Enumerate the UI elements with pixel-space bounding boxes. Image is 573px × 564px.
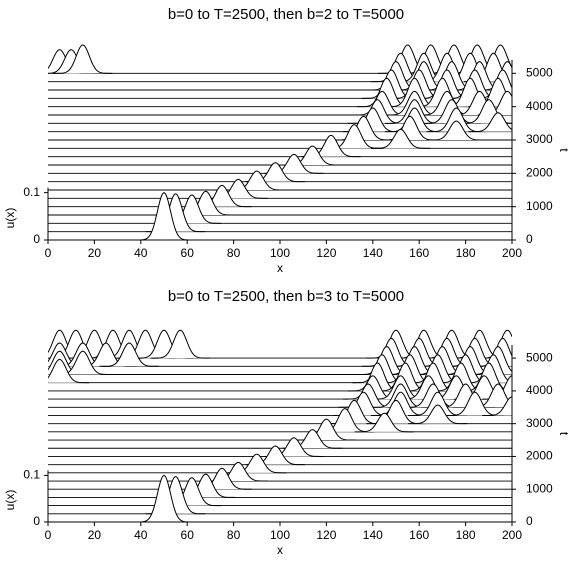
x-tick-label: 40 [134, 528, 148, 542]
x-tick-label: 20 [88, 528, 102, 542]
chart-title: b=0 to T=2500, then b=3 to T=5000 [168, 288, 404, 305]
chart-title: b=0 to T=2500, then b=2 to T=5000 [168, 6, 404, 23]
y2-tick-label: 0 [526, 232, 533, 246]
y-tick-label: 0.1 [23, 468, 40, 482]
y-tick-label: 0 [33, 232, 40, 246]
peak [99, 342, 159, 367]
x-tick-label: 140 [363, 246, 383, 260]
peak [53, 44, 113, 74]
y2-tick-label: 1000 [526, 199, 553, 213]
y2-tick-label: 5000 [526, 350, 553, 364]
y2-tick-label: 3000 [526, 416, 553, 430]
y-tick-label: 0 [33, 514, 40, 528]
y2-axis-label: t [557, 148, 571, 152]
peak [134, 192, 194, 240]
y2-tick-label: 5000 [526, 66, 553, 80]
x-tick-label: 120 [316, 528, 336, 542]
y2-axis-label: t [557, 432, 571, 436]
x-tick-label: 200 [502, 246, 522, 260]
y2-tick-label: 2000 [526, 449, 553, 463]
x-tick-label: 120 [316, 246, 336, 260]
x-tick-label: 60 [181, 246, 195, 260]
x-tick-label: 160 [409, 528, 429, 542]
y2-tick-label: 0 [526, 514, 533, 528]
y2-tick-label: 4000 [526, 383, 553, 397]
x-tick-label: 160 [409, 246, 429, 260]
peak [468, 112, 512, 133]
x-axis-label: x [277, 543, 283, 557]
y2-tick-label: 1000 [526, 481, 553, 495]
x-tick-label: 0 [45, 246, 52, 260]
x-tick-label: 180 [456, 246, 476, 260]
x-tick-label: 20 [88, 246, 102, 260]
y-axis-label: u(x) [3, 208, 17, 229]
x-axis-label: x [277, 261, 283, 275]
y2-tick-label: 3000 [526, 132, 553, 146]
x-tick-label: 80 [227, 246, 241, 260]
y2-tick-label: 2000 [526, 166, 553, 180]
x-tick-label: 60 [181, 528, 195, 542]
x-tick-label: 100 [270, 528, 290, 542]
plot-area [48, 44, 512, 240]
peak [48, 358, 90, 384]
peak [408, 404, 468, 425]
peak [354, 412, 414, 433]
x-tick-label: 140 [363, 528, 383, 542]
x-tick-label: 80 [227, 528, 241, 542]
peak [150, 329, 210, 359]
x-tick-label: 180 [456, 528, 476, 542]
x-tick-label: 100 [270, 246, 290, 260]
x-tick-label: 0 [45, 528, 52, 542]
x-tick-label: 200 [502, 528, 522, 542]
y-tick-label: 0.1 [23, 185, 40, 199]
y2-tick-label: 4000 [526, 99, 553, 113]
y-axis-label: u(x) [3, 490, 17, 511]
peak [370, 128, 431, 149]
peak [426, 120, 486, 141]
plot-area [48, 329, 512, 522]
x-tick-label: 40 [134, 246, 148, 260]
